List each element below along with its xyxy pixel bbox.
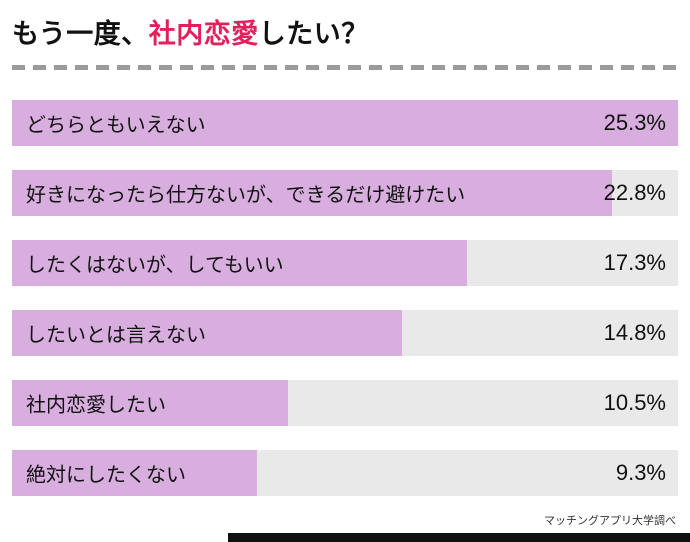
bar-value: 9.3% bbox=[615, 460, 666, 485]
bar-label: どちらともいえない bbox=[26, 114, 206, 137]
bar-fill bbox=[12, 310, 402, 356]
bar-row: 好きになったら仕方ないが、できるだけ避けたい 22.8% bbox=[12, 170, 678, 216]
bar-label: 社内恋愛したい bbox=[26, 394, 166, 417]
bar-fill bbox=[12, 240, 468, 286]
bar-row: したくはないが、してもいい 17.3% bbox=[12, 240, 678, 286]
page-title: もう一度、社内恋愛したい？ bbox=[12, 12, 678, 51]
bar-value: 25.3% bbox=[603, 110, 666, 135]
bar-fill bbox=[12, 450, 257, 496]
bar-value: 14.8% bbox=[603, 320, 666, 345]
footer-bar bbox=[228, 533, 690, 542]
title-suffix: したい？ bbox=[258, 19, 369, 49]
bar-row: 絶対にしたくない 9.3% bbox=[12, 450, 678, 496]
bar-fill bbox=[12, 380, 289, 426]
bar-label: 好きになったら仕方ないが、できるだけ避けたい bbox=[26, 184, 466, 207]
bar-chart: どちらともいえない 25.3% 好きになったら仕方ないが、できるだけ避けたい 2… bbox=[12, 100, 678, 496]
bar-label: したくはないが、してもいい bbox=[26, 254, 284, 277]
bar-value: 22.8% bbox=[603, 180, 666, 205]
title-highlight: 社内恋愛 bbox=[148, 19, 259, 49]
source-credit: マッチングアプリ大学調べ bbox=[544, 515, 676, 527]
bar-value: 17.3% bbox=[603, 250, 666, 275]
bar-row: したいとは言えない 14.8% bbox=[12, 310, 678, 356]
bar-row: どちらともいえない 25.3% bbox=[12, 100, 678, 146]
bar-value: 10.5% bbox=[603, 390, 666, 415]
bar-fill bbox=[12, 100, 678, 146]
bar-fill bbox=[12, 170, 613, 216]
title-prefix: もう一度、 bbox=[12, 19, 149, 49]
bar-row: 社内恋愛したい 10.5% bbox=[12, 380, 678, 426]
dashed-divider bbox=[12, 65, 678, 70]
bar-label: したいとは言えない bbox=[26, 324, 206, 347]
bar-label: 絶対にしたくない bbox=[26, 464, 186, 487]
